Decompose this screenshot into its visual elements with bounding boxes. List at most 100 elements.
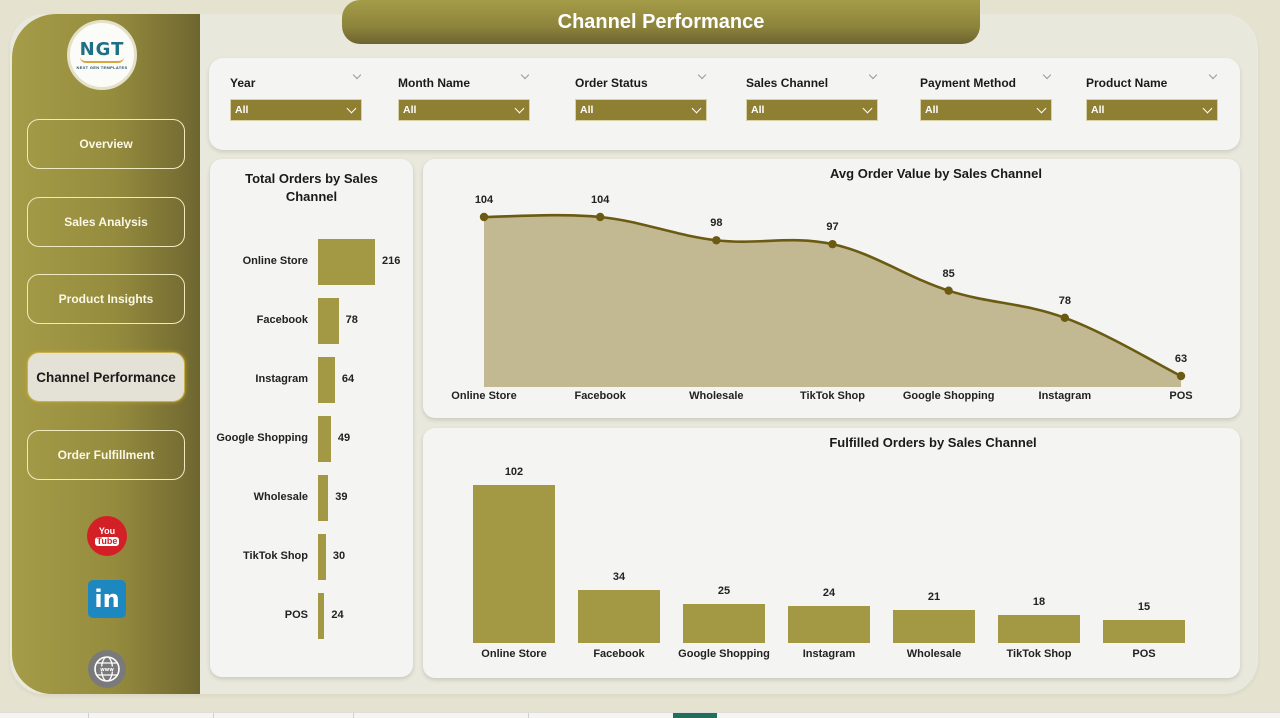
collapse-chevron-icon[interactable] xyxy=(697,70,707,80)
bar-value-label: 21 xyxy=(927,591,941,604)
bar[interactable] xyxy=(318,239,375,285)
youtube-icon[interactable]: You Tube xyxy=(87,516,127,556)
nav-label: Order Fulfillment xyxy=(57,448,155,462)
collapse-chevron-icon[interactable] xyxy=(1042,70,1052,80)
x-axis-label: Online Store xyxy=(451,390,517,402)
data-point[interactable] xyxy=(1060,313,1070,323)
month-name-dropdown[interactable]: All xyxy=(398,99,530,121)
bar-value-label: 24 xyxy=(822,586,836,599)
chevron-down-icon xyxy=(514,103,525,113)
bar[interactable] xyxy=(893,610,975,643)
bar-row[interactable]: Instagram 64 xyxy=(210,357,410,403)
bar-row[interactable]: Google Shopping 49 xyxy=(210,416,410,462)
bar[interactable] xyxy=(318,298,339,344)
value-label: 30 xyxy=(332,550,346,562)
collapse-chevron-icon[interactable] xyxy=(1208,70,1218,80)
value-label: 216 xyxy=(382,255,401,267)
avg-order-value-area-plot xyxy=(479,212,1186,387)
bar-row[interactable]: Wholesale 39 xyxy=(210,475,410,521)
bar[interactable] xyxy=(683,604,765,643)
chart-title: Total Orders by Sales Channel xyxy=(245,171,378,204)
data-point[interactable] xyxy=(712,236,721,245)
bar[interactable] xyxy=(318,416,331,462)
bar-value-label: 15 xyxy=(1137,600,1151,613)
collapse-chevron-icon[interactable] xyxy=(868,70,878,80)
x-axis-label: Facebook xyxy=(574,390,626,402)
point-value-label: 78 xyxy=(1058,294,1071,307)
chart-title: Fulfilled Orders by Sales Channel xyxy=(829,435,1037,450)
slicer-year: Year All xyxy=(230,70,362,121)
slicer-label: Sales Channel xyxy=(746,76,829,90)
point-value-label: 85 xyxy=(942,267,955,280)
payment-method-dropdown[interactable]: All xyxy=(920,99,1052,121)
product-name-dropdown[interactable]: All xyxy=(1086,99,1218,121)
data-point[interactable] xyxy=(595,212,605,222)
bar-row[interactable]: Online Store 216 xyxy=(210,239,410,285)
page-tab-strip xyxy=(0,712,1280,718)
value-label: 39 xyxy=(335,491,348,503)
linkedin-icon[interactable]: in xyxy=(88,580,126,618)
filter-panel: Year All Month Name All Order Status All… xyxy=(209,58,1240,150)
x-axis-label: Google Shopping xyxy=(678,648,770,660)
data-point[interactable] xyxy=(1176,371,1186,381)
sidebar: NGT NEXT GEN TEMPLATES Overview Sales An… xyxy=(12,14,200,694)
category-label: Wholesale xyxy=(253,491,308,503)
data-point[interactable] xyxy=(828,239,837,249)
nav-product-insights-button[interactable]: Product Insights xyxy=(27,274,185,324)
x-axis-label: Instagram xyxy=(802,648,856,660)
dropdown-value: All xyxy=(1091,104,1105,116)
order-status-dropdown[interactable]: All xyxy=(575,99,707,121)
x-axis-label: POS xyxy=(1132,648,1156,660)
x-axis-label: Wholesale xyxy=(906,648,962,660)
x-axis-label: Online Store xyxy=(481,648,547,660)
chevron-down-icon xyxy=(862,103,873,113)
chevron-down-icon xyxy=(1202,103,1213,113)
ngt-logo: NGT NEXT GEN TEMPLATES xyxy=(67,20,137,90)
nav-label: Sales Analysis xyxy=(64,215,148,229)
nav-label: Channel Performance xyxy=(36,369,176,385)
data-point[interactable] xyxy=(479,212,489,222)
bar-row[interactable]: Facebook 78 xyxy=(210,298,410,344)
nav-overview-button[interactable]: Overview xyxy=(27,119,185,169)
collapse-chevron-icon[interactable] xyxy=(520,70,530,80)
x-axis-label: POS xyxy=(1169,390,1193,402)
bar-value-label: 34 xyxy=(612,571,626,584)
bar[interactable] xyxy=(473,485,555,643)
bar[interactable] xyxy=(788,605,870,643)
bar[interactable] xyxy=(318,475,329,521)
slicer-label: Payment Method xyxy=(920,76,1017,90)
nav-sales-analysis-button[interactable]: Sales Analysis xyxy=(27,197,185,247)
category-label: Google Shopping xyxy=(216,432,308,444)
data-point[interactable] xyxy=(944,286,953,295)
website-globe-icon[interactable]: www xyxy=(88,650,126,688)
bar[interactable] xyxy=(318,534,326,580)
bar-row[interactable]: TikTok Shop 30 xyxy=(210,534,410,580)
bar[interactable] xyxy=(578,590,660,643)
year-dropdown[interactable]: All xyxy=(230,99,362,121)
nav-order-fulfillment-button[interactable]: Order Fulfillment xyxy=(27,430,185,480)
value-label: 24 xyxy=(331,609,344,621)
slicer-label: Month Name xyxy=(398,76,470,90)
active-page-tab[interactable] xyxy=(673,713,717,718)
bar[interactable] xyxy=(1103,619,1185,643)
bar-value-label: 102 xyxy=(504,466,524,478)
logo-tagline: NEXT GEN TEMPLATES xyxy=(76,64,128,70)
bar[interactable] xyxy=(998,615,1080,643)
bar-row[interactable]: POS 24 xyxy=(210,593,410,639)
value-label: 49 xyxy=(337,432,351,444)
category-label: Facebook xyxy=(256,314,308,326)
collapse-chevron-icon[interactable] xyxy=(352,70,362,80)
sales-channel-dropdown[interactable]: All xyxy=(746,99,878,121)
nav-channel-performance-button[interactable]: Channel Performance xyxy=(27,352,185,402)
point-value-label: 104 xyxy=(590,194,610,206)
x-axis-label: Google Shopping xyxy=(902,390,995,402)
slicer-month-name: Month Name All xyxy=(398,70,530,121)
dropdown-value: All xyxy=(403,104,417,116)
chevron-down-icon xyxy=(346,103,357,113)
slicer-label: Order Status xyxy=(575,76,648,90)
bar[interactable] xyxy=(318,357,335,403)
category-label: Instagram xyxy=(255,373,308,385)
slicer-sales-channel: Sales Channel All xyxy=(746,70,878,121)
value-label: 64 xyxy=(341,373,355,385)
bar[interactable] xyxy=(318,593,325,639)
